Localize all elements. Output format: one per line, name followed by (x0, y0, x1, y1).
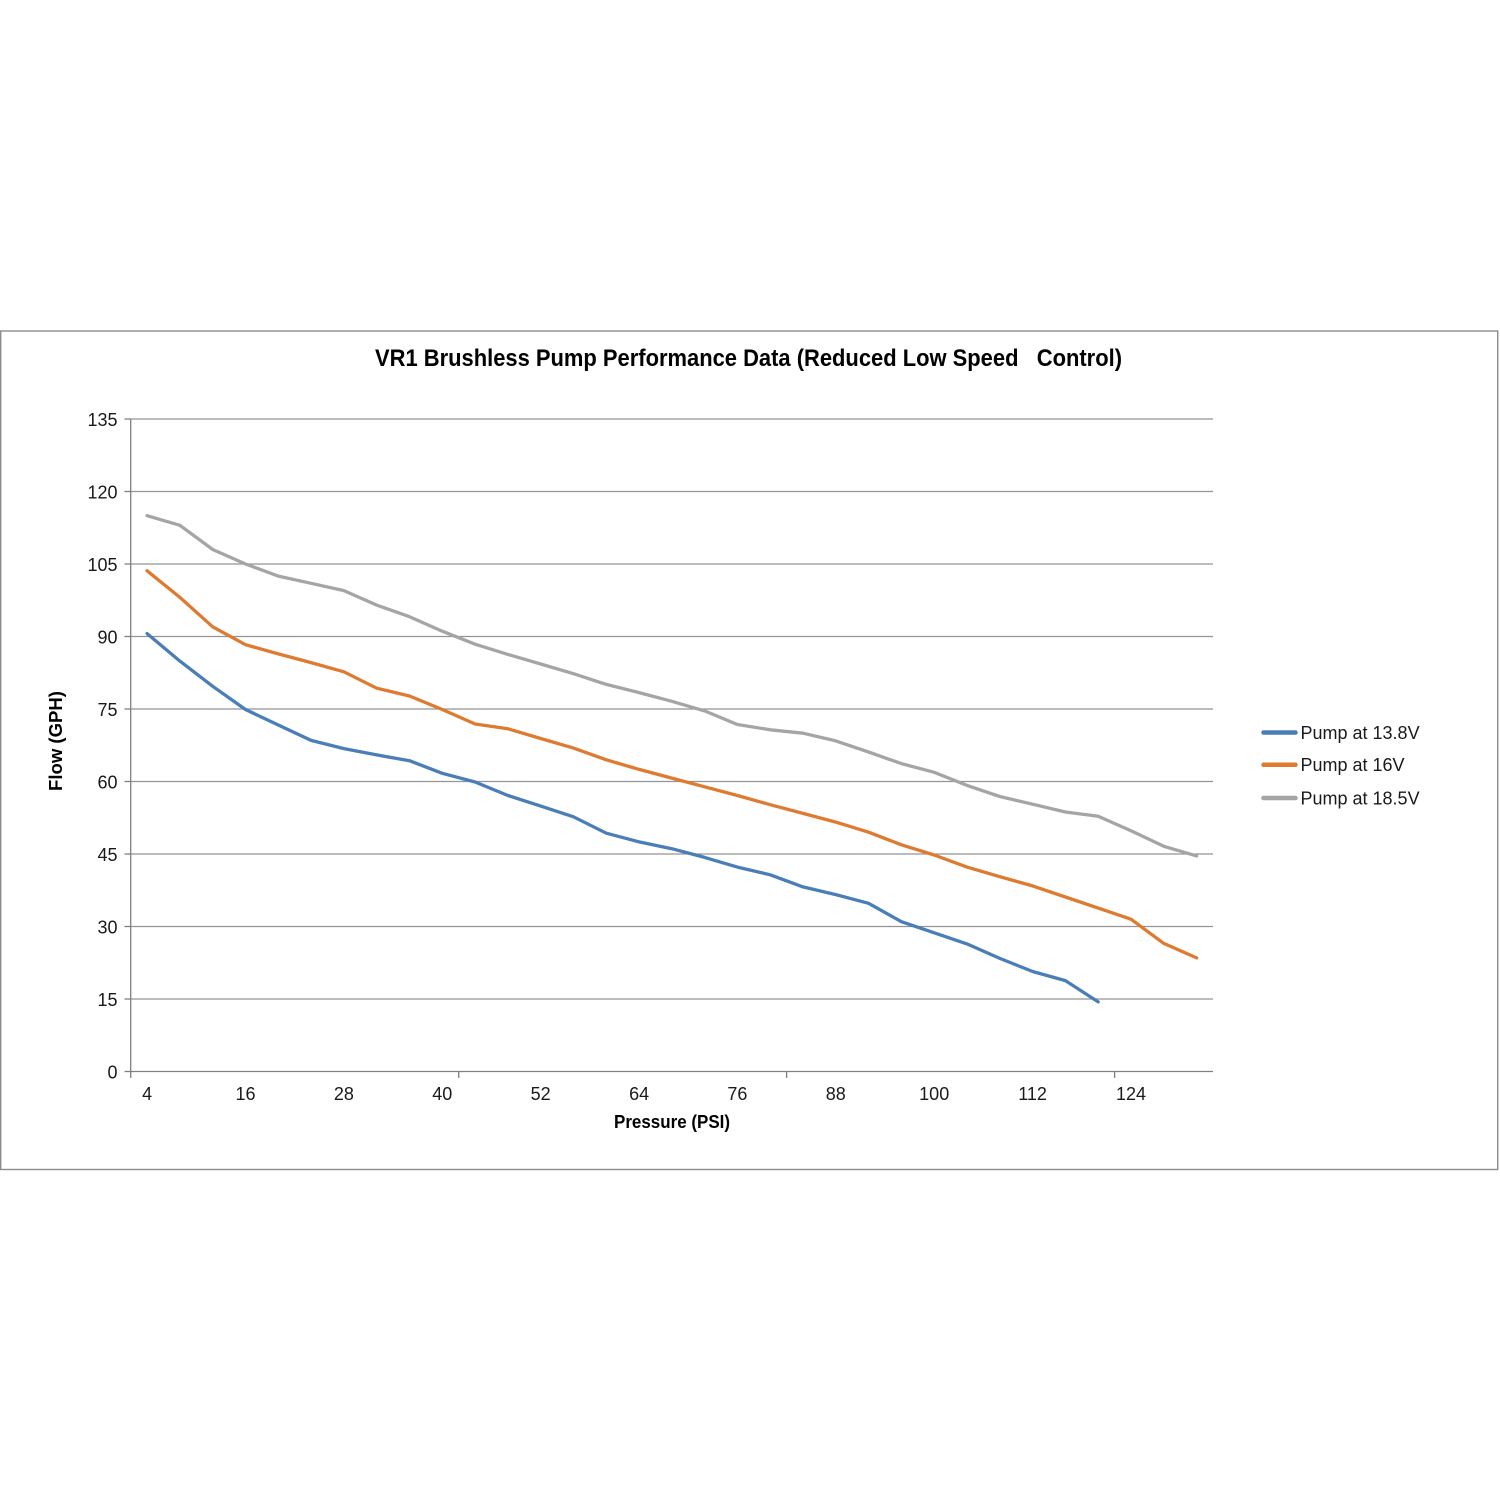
svg-text:45: 45 (97, 845, 117, 865)
svg-text:64: 64 (629, 1084, 649, 1104)
svg-text:Flow (GPH): Flow (GPH) (46, 691, 66, 791)
svg-text:76: 76 (727, 1084, 747, 1104)
svg-text:Pump at 13.8V: Pump at 13.8V (1301, 723, 1420, 743)
svg-text:90: 90 (97, 628, 117, 648)
svg-text:135: 135 (87, 410, 117, 430)
svg-text:4: 4 (142, 1084, 152, 1104)
svg-text:60: 60 (97, 773, 117, 793)
svg-text:88: 88 (826, 1084, 846, 1104)
svg-text:Pump at 18.5V: Pump at 18.5V (1301, 788, 1420, 808)
svg-text:Pump at 16V: Pump at 16V (1301, 755, 1405, 775)
svg-text:105: 105 (87, 555, 117, 575)
svg-text:112: 112 (1018, 1084, 1047, 1104)
svg-text:124: 124 (1116, 1084, 1146, 1104)
svg-text:120: 120 (87, 483, 117, 503)
svg-text:15: 15 (97, 990, 117, 1010)
svg-text:28: 28 (334, 1084, 354, 1104)
svg-text:30: 30 (97, 918, 117, 938)
svg-text:52: 52 (531, 1084, 551, 1104)
svg-text:Pressure (PSI): Pressure (PSI) (614, 1112, 730, 1132)
svg-text:100: 100 (919, 1084, 949, 1104)
svg-text:75: 75 (97, 700, 117, 720)
svg-text:0: 0 (107, 1063, 117, 1083)
svg-text:16: 16 (235, 1084, 255, 1104)
svg-text:VR1 Brushless Pump Performance: VR1 Brushless Pump Performance Data (Red… (375, 345, 1122, 372)
svg-text:40: 40 (432, 1084, 452, 1104)
